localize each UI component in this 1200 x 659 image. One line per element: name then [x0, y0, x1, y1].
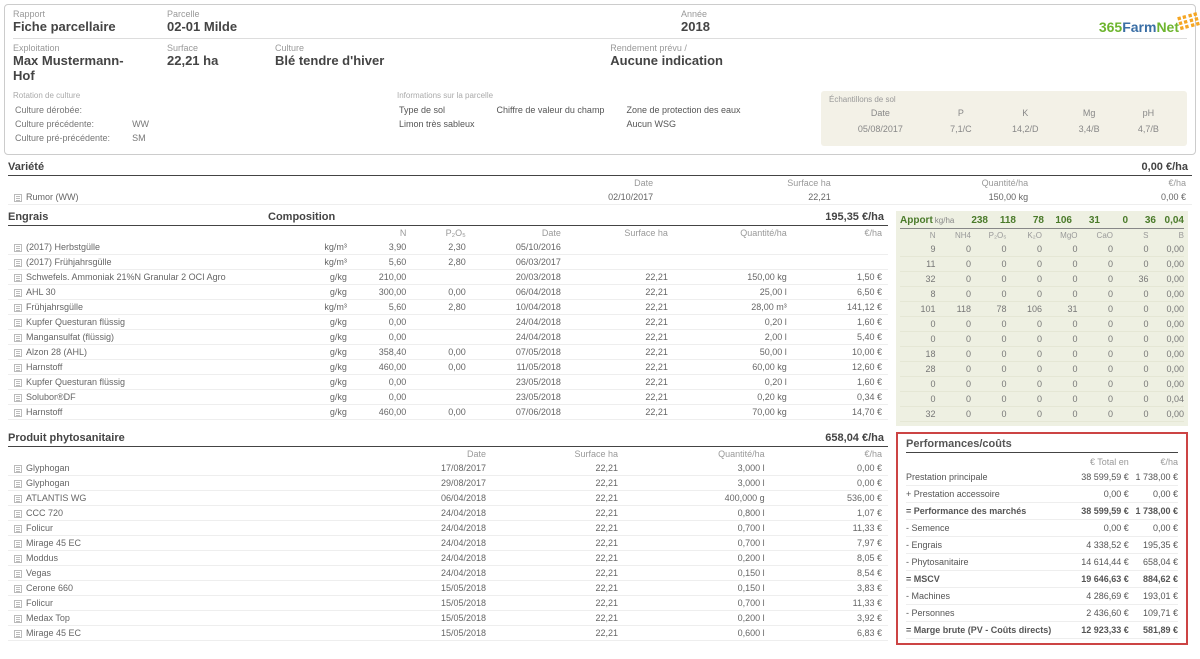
table-row: 00000000,00 [900, 332, 1184, 347]
doc-icon [14, 394, 22, 402]
doc-icon [14, 495, 22, 503]
doc-icon [14, 259, 22, 267]
table-row: ATLANTIS WG06/04/201822,21400,000 g536,0… [8, 491, 888, 506]
doc-icon [14, 570, 22, 578]
doc-icon [14, 585, 22, 593]
table-row: Solubor®DFg/kg0,0023/05/201822,210,20 kg… [8, 390, 888, 405]
table-row: Medax Top15/05/201822,210,200 l3,92 € [8, 611, 888, 626]
doc-icon [14, 615, 22, 623]
culture: CultureBlé tendre d'hiver [275, 43, 384, 83]
doc-icon [14, 465, 22, 473]
table-row: AHL 30g/kg300,000,0006/04/201822,2125,00… [8, 285, 888, 300]
table-row: Frühjahrsgüllekg/m³5,602,8010/04/201822,… [8, 300, 888, 315]
parcel-info: Informations sur la parcelle Type de sol… [397, 91, 797, 146]
table-row: 180000000,00 [900, 347, 1184, 362]
variety-table: DateSurface haQuantité/ha€/haRumor (WW)0… [8, 176, 1192, 205]
doc-icon [14, 555, 22, 563]
table-row: Harnstoffg/kg460,000,0011/05/201822,2160… [8, 360, 888, 375]
table-row: 00000000,00 [900, 377, 1184, 392]
table-row: = MSCV19 646,63 €884,62 € [906, 571, 1178, 588]
table-row: = Marge brute (PV - Coûts directs)12 923… [906, 622, 1178, 639]
year: Année2018 [681, 9, 901, 34]
table-row: 320000000,00 [900, 407, 1184, 422]
table-row: Glyphogan29/08/201722,213,000 l0,00 € [8, 476, 888, 491]
table-row: + Prestation accessoire0,00 €0,00 € [906, 486, 1178, 503]
exploitation: ExploitationMax Mustermann-Hof [13, 43, 143, 83]
doc-icon [14, 274, 22, 282]
surface: Surface22,21 ha [167, 43, 251, 83]
doc-icon [14, 244, 22, 252]
doc-icon [14, 600, 22, 608]
rendement: Rendement prévu /Aucune indication [610, 43, 830, 83]
table-row: Kupfer Questuran flüssigg/kg0,0023/05/20… [8, 375, 888, 390]
table-row: Vegas24/04/201822,210,150 l8,54 € [8, 566, 888, 581]
table-row: Schwefels. Ammoniak 21%N Granular 2 OCI … [8, 270, 888, 285]
table-row: Cerone 66015/05/201822,210,150 l3,83 € [8, 581, 888, 596]
variety-section: Variété0,00 €/ha DateSurface haQuantité/… [8, 161, 1192, 205]
table-row: = Performance des marchés38 599,59 €1 73… [906, 503, 1178, 520]
table-row: 80000000,00 [900, 287, 1184, 302]
table-row: Kupfer Questuran flüssigg/kg0,0024/04/20… [8, 315, 888, 330]
doc-icon [14, 480, 22, 488]
engrais-table: NP₂O₅DateSurface haQuantité/ha€/ha(2017)… [8, 226, 888, 420]
table-row: Mirage 45 EC24/04/201822,210,700 l7,97 € [8, 536, 888, 551]
table-row: 1011187810631000,00 [900, 302, 1184, 317]
doc-icon [14, 289, 22, 297]
table-row: CCC 72024/04/201822,210,800 l1,07 € [8, 506, 888, 521]
report-header: ⠿⠿ 365FarmNet RapportFiche parcellaire P… [4, 4, 1196, 155]
doc-icon [14, 510, 22, 518]
crop-rotation: Rotation de culture Culture dérobée:Cult… [13, 91, 373, 146]
table-row: 280000000,00 [900, 362, 1184, 377]
doc-icon [14, 364, 22, 372]
doc-icon [14, 334, 22, 342]
phyto-table: DateSurface haQuantité/ha€/haGlyphogan17… [8, 447, 888, 641]
table-row: Prestation principale38 599,59 €1 738,00… [906, 469, 1178, 486]
table-row: Moddus24/04/201822,210,200 l8,05 € [8, 551, 888, 566]
table-row: Folicur15/05/201822,210,700 l11,33 € [8, 596, 888, 611]
phyto-header: Produit phytosanitaire 658,04 €/ha [8, 432, 888, 447]
table-row: 00000000,00 [900, 317, 1184, 332]
doc-icon [14, 304, 22, 312]
table-row: Alzon 28 (AHL)g/kg358,400,0007/05/201822… [8, 345, 888, 360]
table-row: - Semence0,00 €0,00 € [906, 520, 1178, 537]
table-row: 90000000,00 [900, 242, 1184, 257]
report-title: RapportFiche parcellaire [13, 9, 143, 34]
table-row: - Phytosanitaire14 614,44 €658,04 € [906, 554, 1178, 571]
table-row: Folicur24/04/201822,210,700 l11,33 € [8, 521, 888, 536]
brand-logo: ⠿⠿ 365FarmNet [1099, 19, 1179, 35]
table-row: (2017) Frühjahrsgüllekg/m³5,602,8006/03/… [8, 255, 888, 270]
doc-icon [14, 319, 22, 327]
doc-icon [14, 540, 22, 548]
doc-icon [14, 379, 22, 387]
parcel: Parcelle02-01 Milde [167, 9, 347, 34]
table-row: - Machines4 286,69 €193,01 € [906, 588, 1178, 605]
doc-icon [14, 630, 22, 638]
table-row: - Personnes2 436,60 €109,71 € [906, 605, 1178, 622]
apport-box: Apportkg/ha 23811878106310360,04 NNH4P₂O… [896, 211, 1188, 426]
table-row: Mirage 45 EC15/05/201822,210,600 l6,83 € [8, 626, 888, 641]
doc-icon [14, 409, 22, 417]
doc-icon [14, 525, 22, 533]
table-row: 110000000,00 [900, 257, 1184, 272]
soil-samples: Échantillons de sol DatePKMgpH05/08/2017… [821, 91, 1187, 146]
engrais-header: Engrais Composition 195,35 €/ha [8, 211, 888, 226]
table-row: Mangansulfat (flüssig)g/kg0,0024/04/2018… [8, 330, 888, 345]
table-row: 00000000,04 [900, 392, 1184, 407]
performance-box: Performances/coûts € Total en€/haPrestat… [896, 432, 1188, 645]
doc-icon [14, 194, 22, 202]
table-row: (2017) Herbstgüllekg/m³3,902,3005/10/201… [8, 240, 888, 255]
doc-icon [14, 349, 22, 357]
table-row: 3200000360,00 [900, 272, 1184, 287]
table-row: - Engrais4 338,52 €195,35 € [906, 537, 1178, 554]
table-row: Glyphogan17/08/201722,213,000 l0,00 € [8, 461, 888, 476]
table-row: Harnstoffg/kg460,000,0007/06/201822,2170… [8, 405, 888, 420]
table-row: Rumor (WW)02/10/201722,21150,00 kg0,00 € [8, 190, 1192, 205]
